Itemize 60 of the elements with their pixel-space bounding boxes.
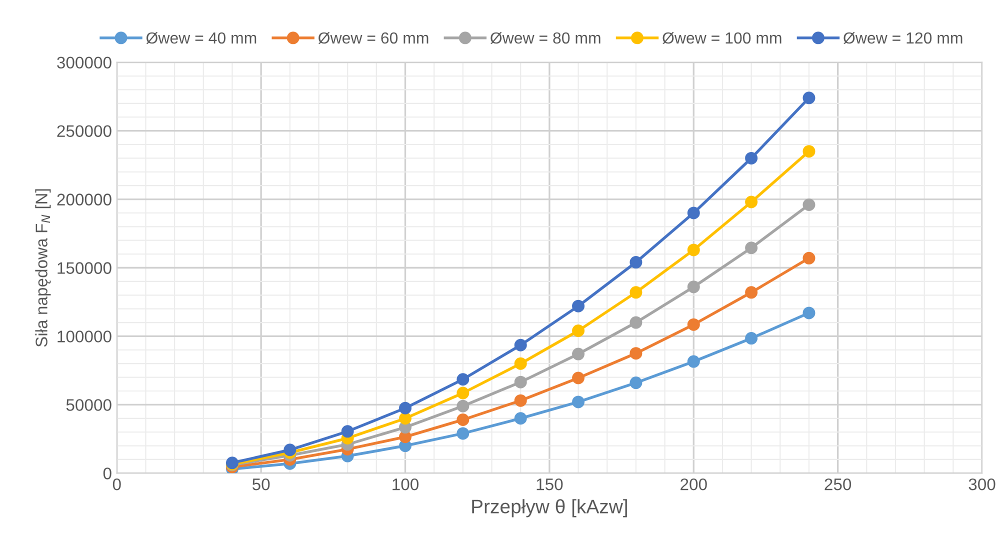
point [456,427,470,440]
x-tick-label: 300 [968,478,996,490]
point [745,196,758,208]
point [687,244,700,256]
point [630,316,642,329]
x-tick-label: 0 [112,478,121,490]
point [630,286,642,299]
point [572,324,585,337]
legend-label: Øwew = 60 mm [318,32,428,44]
point [687,355,700,368]
point [399,412,412,425]
point [514,376,527,388]
y-tick-label: 100000 [58,330,112,342]
x-tick-label: 50 [252,478,270,490]
point [572,348,585,360]
point [514,338,527,352]
point [284,444,296,456]
point [745,332,758,345]
x-axis-title: Przepływ θ [kAzw] [472,499,627,518]
point [687,206,700,220]
point [630,256,642,269]
y-tick-label: 250000 [57,125,112,138]
point [687,280,700,294]
legend-label: Øwew = 120 mm [844,32,962,44]
point [687,318,700,331]
point [341,425,354,438]
point [514,412,527,425]
legend-label: Øwew = 80 mm [490,32,600,44]
x-tick-label: 100 [392,478,419,490]
point [514,394,527,407]
point [802,145,816,158]
point [802,198,816,212]
y-tick-label: 200000 [57,194,112,206]
point [572,372,585,384]
point [456,386,470,400]
x-tick-label: 200 [680,478,707,490]
point [630,376,642,390]
y-tick-label: 150000 [58,262,112,274]
point [745,242,758,254]
point [456,414,470,426]
legend-label: Øwew = 100 mm [662,32,782,44]
point [802,92,816,104]
x-tick-label: 250 [824,478,852,490]
y-tick-label: 50000 [66,399,112,411]
point [572,300,585,312]
point [745,152,758,164]
point [630,347,642,360]
x-tick-label: 150 [536,478,563,490]
legend-label: Øwew = 40 mm [146,32,256,44]
y-tick-label: 0 [103,468,112,480]
point [802,306,816,320]
point [745,286,758,299]
point [572,396,585,408]
y-axis-title: Siła napędowa F$_{N}$ [N] [35,189,51,347]
point [399,402,412,414]
point [456,373,470,386]
point [802,252,816,264]
point [514,357,527,370]
y-tick-label: 300000 [57,56,112,69]
point [456,400,470,412]
